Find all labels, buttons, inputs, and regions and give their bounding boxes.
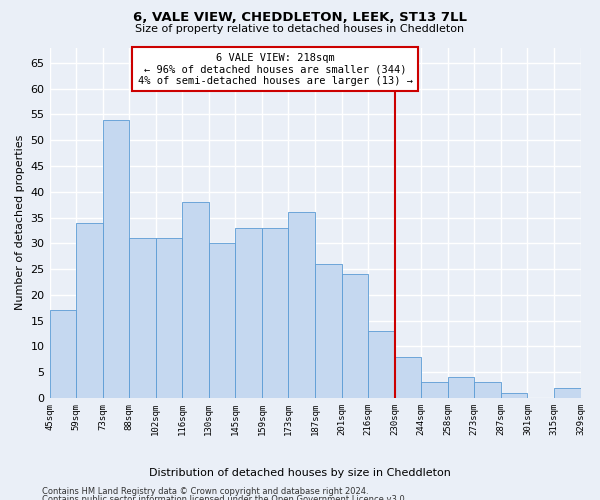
Text: Distribution of detached houses by size in Cheddleton: Distribution of detached houses by size …	[149, 468, 451, 477]
Text: Contains HM Land Registry data © Crown copyright and database right 2024.: Contains HM Land Registry data © Crown c…	[42, 488, 368, 496]
Bar	[262, 228, 289, 398]
Bar	[368, 331, 395, 398]
Y-axis label: Number of detached properties: Number of detached properties	[15, 135, 25, 310]
Bar	[156, 238, 182, 398]
Bar	[341, 274, 368, 398]
Bar	[448, 378, 475, 398]
Bar	[182, 202, 209, 398]
Bar	[395, 356, 421, 398]
Text: Size of property relative to detached houses in Cheddleton: Size of property relative to detached ho…	[136, 24, 464, 34]
Bar	[129, 238, 156, 398]
Text: Contains public sector information licensed under the Open Government Licence v3: Contains public sector information licen…	[42, 495, 407, 500]
Bar	[501, 392, 527, 398]
Bar	[235, 228, 262, 398]
Bar	[554, 388, 581, 398]
Bar	[315, 264, 341, 398]
Bar	[475, 382, 501, 398]
Bar	[421, 382, 448, 398]
Bar	[289, 212, 315, 398]
Bar	[50, 310, 76, 398]
Text: 6, VALE VIEW, CHEDDLETON, LEEK, ST13 7LL: 6, VALE VIEW, CHEDDLETON, LEEK, ST13 7LL	[133, 11, 467, 24]
Bar	[103, 120, 129, 398]
Text: 6 VALE VIEW: 218sqm
← 96% of detached houses are smaller (344)
4% of semi-detach: 6 VALE VIEW: 218sqm ← 96% of detached ho…	[137, 52, 413, 86]
Bar	[76, 222, 103, 398]
Bar	[209, 244, 235, 398]
